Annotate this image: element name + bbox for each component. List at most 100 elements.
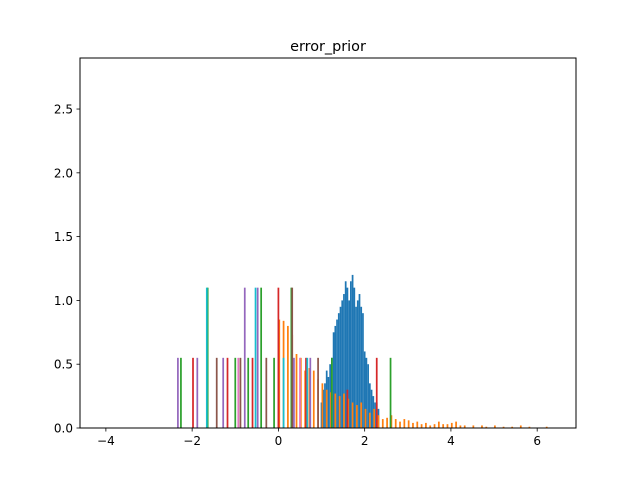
histogram-bar [254,287,257,428]
x-tick-label: 2 [361,434,369,448]
histogram-bar [295,354,298,428]
histogram-bar [368,383,371,428]
histogram-bar [429,425,432,428]
histogram-bar [331,357,333,428]
histogram-bar [425,422,427,428]
x-tick-label: −2 [183,434,201,448]
histogram-bar [450,422,453,428]
histogram-bar [373,408,376,428]
histogram-bar [309,357,312,428]
histogram-bar [332,332,335,428]
x-tick-label: 6 [533,434,541,448]
histogram-bar [372,396,375,428]
y-tick-label: 0.5 [54,358,73,372]
histogram-bar [192,357,194,428]
histogram-bar [334,325,337,428]
x-axis: −4 −2 0 2 4 6 [97,428,541,448]
histogram-bar [327,376,330,428]
histogram-bar [364,408,367,428]
histogram-bar [265,357,268,428]
histogram-bar [344,281,347,428]
histogram-bar [177,357,179,428]
histogram-bar [215,357,218,428]
chart-title: error_prior [290,39,366,55]
histogram-bar [251,357,254,428]
histogram-bar [420,424,423,428]
histogram-bar [256,287,259,428]
histogram-bar [287,325,289,428]
histogram-bar [446,424,449,428]
histogram-bar [358,294,361,428]
histogram-bar [368,412,371,428]
histogram-bar [180,357,182,428]
histogram-bar [433,424,436,428]
histogram-bar [463,425,466,428]
histogram-bar [360,306,363,428]
histogram-bar [365,357,368,428]
histogram-bar [350,281,352,428]
histogram-bar [346,389,349,428]
histogram-bar [481,425,483,428]
histogram-bar [343,294,345,428]
histogram-bar [528,426,531,428]
histogram-bar [343,393,345,428]
histogram-bar [346,287,349,428]
histogram-bar [324,383,326,428]
x-tick-label: 0 [275,434,283,448]
plot-area [177,274,548,428]
histogram-bar [356,405,358,428]
histogram-bar [277,287,280,428]
histogram-bar [282,357,285,428]
histogram-bar [459,425,462,428]
histogram-bar [305,357,307,428]
histogram-bar [334,393,337,428]
histogram-bar [375,357,378,428]
histogram-series [205,287,309,428]
histogram-bar [355,306,357,428]
histogram-bar [234,357,237,428]
histogram-bar [455,421,457,428]
axes-frame [79,57,577,429]
histogram-bar [367,364,369,428]
histogram-series [215,287,319,428]
histogram-bar [226,357,229,428]
histogram-bar [437,421,440,428]
histogram-bar [291,287,294,428]
histogram-bar [363,351,366,428]
histogram-bar [351,402,354,428]
histogram-bar [416,421,419,428]
histogram-bar [403,419,406,428]
histogram-bar [299,357,301,428]
histogram-series [192,287,378,428]
histogram-bar [407,420,410,428]
histogram-bar [341,300,344,428]
histogram-bar [273,357,275,428]
histogram-bar [237,357,240,428]
histogram-bar [205,287,208,428]
histogram-bar [360,402,363,428]
histogram-bar [353,287,356,428]
y-axis: 0.0 0.5 1.0 1.5 2.0 2.5 [54,103,80,436]
histogram-bar [511,426,514,428]
histogram-bar [336,319,338,428]
histogram-bar [351,274,354,428]
histogram-bar [442,424,445,428]
histogram-bar [293,357,295,428]
histogram-bar [412,422,414,428]
histogram-bar [243,287,246,428]
histogram-bar [356,300,359,428]
x-tick-label: −4 [97,434,115,448]
histogram-bar [472,425,475,428]
y-tick-label: 1.0 [54,294,73,308]
x-tick-label: 4 [447,434,455,448]
histogram-bar [312,370,315,428]
histogram-bar [247,357,250,428]
histogram-bar [339,306,342,428]
histogram-bar [306,357,309,428]
histogram-bar [260,287,263,428]
histogram-bar [239,357,242,428]
histogram-bar [196,357,199,428]
histogram-bar [485,426,488,428]
